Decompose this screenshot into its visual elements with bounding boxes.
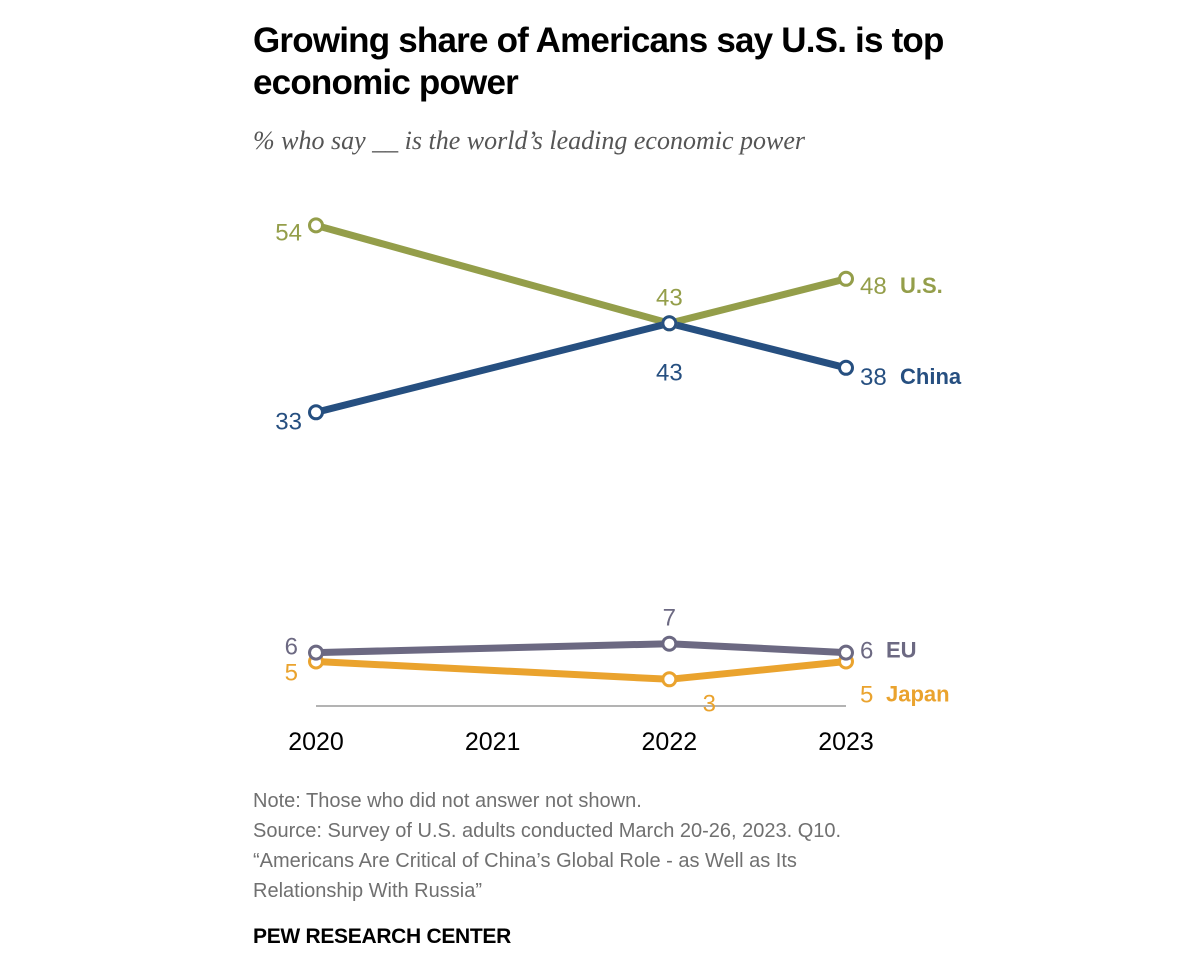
series-line-eu bbox=[312, 640, 850, 657]
series-line-japan bbox=[312, 658, 850, 683]
data-point-us bbox=[308, 217, 324, 234]
series-line-us bbox=[312, 221, 850, 327]
data-label-japan: 5 bbox=[860, 682, 873, 709]
x-tick-label: 2021 bbox=[465, 728, 521, 756]
x-tick-label: 2022 bbox=[642, 728, 698, 756]
data-label-china: 38 bbox=[860, 364, 887, 391]
series-line-china bbox=[312, 319, 850, 416]
data-label-japan: 5 bbox=[285, 660, 298, 687]
note-text: Note: Those who did not answer not shown… bbox=[253, 790, 642, 812]
data-point-china bbox=[661, 315, 678, 332]
data-point-eu bbox=[661, 635, 678, 652]
data-label-us: 48 bbox=[860, 273, 887, 300]
data-label-eu: 6 bbox=[860, 638, 873, 665]
series-label-eu: EU bbox=[886, 638, 917, 663]
source-line: “Americans Are Critical of China’s Globa… bbox=[253, 850, 797, 872]
data-point-eu bbox=[838, 644, 854, 661]
series-label-japan: Japan bbox=[886, 682, 950, 707]
source-line: Source: Survey of U.S. adults conducted … bbox=[253, 820, 842, 842]
source-line: Relationship With Russia” bbox=[253, 880, 482, 902]
data-label-eu: 6 bbox=[285, 634, 298, 661]
data-point-us bbox=[838, 270, 854, 287]
data-label-us: 54 bbox=[275, 219, 302, 246]
series-label-china: China bbox=[900, 364, 962, 389]
chart-notes: Note: Those who did not answer not shown… bbox=[253, 786, 1013, 906]
data-point-china bbox=[308, 404, 324, 421]
data-point-japan bbox=[661, 671, 678, 688]
data-label-china: 33 bbox=[275, 408, 302, 435]
data-label-us: 43 bbox=[656, 284, 683, 311]
data-label-japan: 3 bbox=[703, 690, 716, 717]
chart-subtitle: % who say __ is the world’s leading econ… bbox=[253, 126, 805, 155]
x-tick-label: 2023 bbox=[818, 728, 874, 756]
data-label-china: 43 bbox=[656, 359, 683, 386]
brand-logo-text: PEW RESEARCH CENTER bbox=[253, 925, 511, 948]
data-point-china bbox=[838, 359, 854, 376]
x-tick-label: 2020 bbox=[288, 728, 344, 756]
data-point-eu bbox=[308, 644, 324, 661]
series-label-us: U.S. bbox=[900, 273, 943, 298]
chart-title: Growing share of Americans say U.S. is t… bbox=[253, 21, 944, 102]
data-label-eu: 7 bbox=[663, 605, 676, 632]
